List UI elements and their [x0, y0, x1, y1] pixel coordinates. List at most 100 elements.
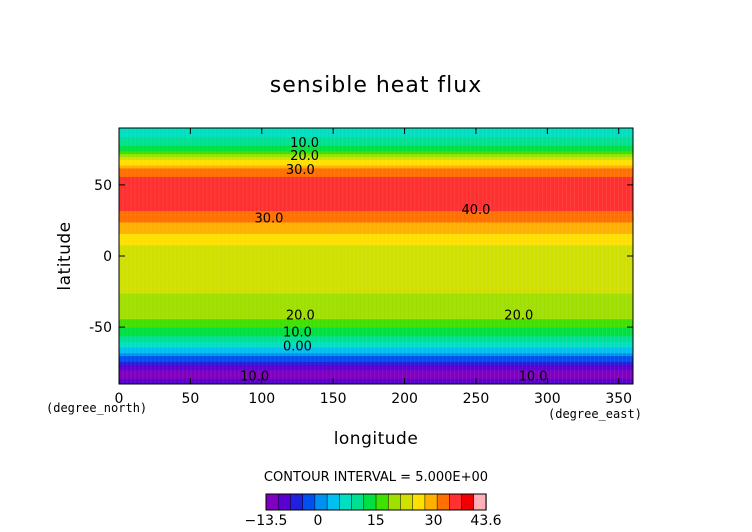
colorbar-tick-label: 43.6: [470, 513, 501, 529]
heatmap-band: [119, 304, 633, 308]
heatmap-band: [119, 310, 633, 314]
contour-label: 20.0: [290, 149, 319, 164]
x-tick-label: 0: [115, 391, 124, 407]
contour-interval-text: CONTOUR INTERVAL = 5.000E+00: [264, 470, 488, 485]
x-tick-label: 100: [248, 391, 275, 407]
heatmap-band: [119, 364, 633, 368]
heatmap-band: [119, 284, 633, 288]
colorbar-swatch: [290, 493, 304, 511]
heatmap-band: [119, 236, 633, 240]
heatmap-band: [119, 156, 633, 160]
x-tick-label: 200: [391, 391, 418, 407]
chart-title: sensible heat flux: [270, 73, 483, 98]
x-tick-label: 350: [605, 391, 632, 407]
heatmap-band: [119, 264, 633, 268]
colorbar-swatch: [375, 493, 389, 511]
heatmap-band: [119, 193, 633, 197]
x-axis-label: longitude: [334, 429, 419, 449]
heatmap-band: [119, 292, 633, 297]
heatmap-band: [119, 366, 633, 371]
heatmap-band: [119, 312, 633, 317]
heatmap-band: [119, 159, 633, 163]
colorbar-swatch: [265, 493, 279, 511]
heatmap-band: [119, 290, 633, 294]
heatmap-band: [119, 287, 633, 291]
heatmap-band: [119, 167, 633, 172]
heatmap-band: [119, 153, 633, 158]
colorbar-tick-label: 15: [367, 513, 385, 529]
heatmap-band: [119, 162, 633, 166]
heatmap-band: [119, 219, 633, 223]
heatmap-band: [119, 216, 633, 220]
heatmap-band: [119, 182, 633, 186]
heatmap-band: [119, 361, 633, 365]
heatmap-band: [119, 315, 633, 320]
contour-label: 20.0: [504, 308, 533, 323]
heatmap-band: [119, 381, 633, 384]
colorbar-tick-label: 30: [425, 513, 443, 529]
colorbar-swatch: [326, 493, 340, 511]
heatmap-bands: [119, 128, 633, 384]
heatmap-band: [119, 139, 633, 143]
heatmap-band: [119, 250, 633, 254]
heatmap-band: [119, 352, 633, 357]
colorbar-swatch: [351, 493, 365, 511]
heatmap-band: [119, 184, 633, 189]
heatmap-band: [119, 170, 633, 175]
heatmap-band: [119, 267, 633, 271]
grid-lines: [122, 128, 632, 384]
heatmap-band: [119, 307, 633, 311]
heatmap-band: [119, 347, 633, 351]
heatmap-band: [119, 344, 633, 348]
heatmap-band: [119, 207, 633, 212]
heatmap-band: [119, 261, 633, 266]
heatmap-band: [119, 142, 633, 146]
heatmap-band: [119, 210, 633, 214]
heatmap-band: [119, 278, 633, 283]
heatmap-band: [119, 327, 633, 331]
colorbar-tick-labels: −13.5 0 15 30 43.6: [245, 513, 502, 529]
colorbar-frame: [265, 493, 487, 511]
colorbar-swatch: [339, 493, 353, 511]
y-tick-label: 0: [103, 249, 112, 265]
heatmap-band: [119, 298, 633, 303]
heatmap-band: [119, 147, 633, 152]
heatmap-band: [119, 253, 633, 257]
heatmap-band: [119, 338, 633, 342]
heatmap-band: [119, 213, 633, 217]
x-tick-label: 50: [181, 391, 199, 407]
heatmap-band: [119, 378, 633, 382]
contour-label: 0.00: [283, 340, 312, 355]
contour-label: 30.0: [286, 163, 315, 178]
heatmap-band: [119, 187, 633, 192]
y-tick-label: 50: [94, 178, 112, 194]
heatmap-band: [119, 375, 633, 379]
colorbar-swatch: [302, 493, 316, 511]
heatmap-band: [119, 332, 633, 337]
heatmap-band: [119, 329, 633, 334]
heatmap-band: [119, 201, 633, 206]
y-axis-label: latitude: [55, 221, 75, 290]
heatmap-band: [119, 324, 633, 328]
heatmap-band: [119, 241, 633, 246]
heatmap-band: [119, 321, 633, 325]
heatmap-band: [119, 227, 633, 231]
contour-label: 10.0: [283, 325, 312, 340]
colorbar-swatch: [424, 493, 438, 511]
contour-label: 10.0: [290, 136, 319, 151]
colorbar-swatch: [277, 493, 292, 511]
colorbar-swatch: [400, 493, 414, 511]
heatmap-band: [119, 196, 633, 200]
colorbar-swatch: [387, 493, 402, 511]
y-axis-ticks: -50 0 50: [89, 178, 633, 336]
heatmap-band: [119, 281, 633, 286]
colorbar-swatch: [473, 493, 487, 511]
heatmap-band: [119, 224, 633, 229]
heatmap-band: [119, 238, 633, 243]
heatmap-band: [119, 372, 633, 377]
heatmap-band: [119, 369, 633, 374]
colorbar-swatch: [449, 493, 463, 511]
heatmap-band: [119, 247, 633, 251]
heatmap-band: [119, 130, 633, 135]
heatmap-band: [119, 204, 633, 209]
